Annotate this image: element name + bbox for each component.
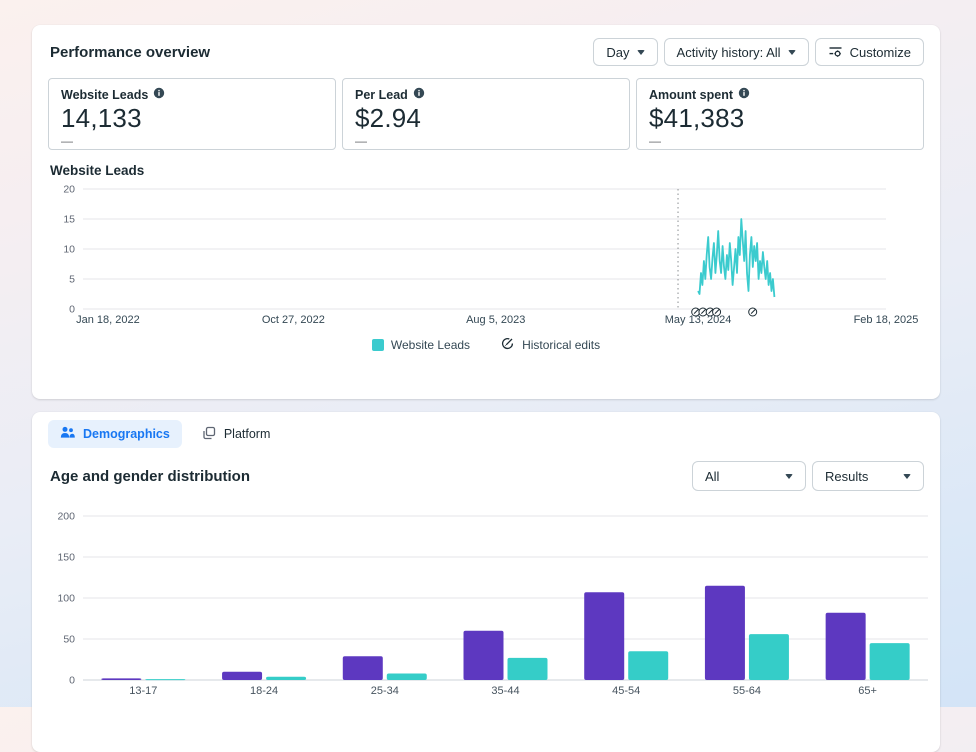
- metric-label: Amount spent: [649, 88, 733, 102]
- y-tick-label: 50: [63, 634, 75, 646]
- line-chart-svg: 0 5 10 15 20 Jan 18, 2022 Oct 27, 2022 Aug 5, 2…: [48, 181, 922, 327]
- metric-change: —: [61, 134, 323, 148]
- historical-edit-marker-icon[interactable]: [749, 308, 757, 316]
- x-tick-label: Aug 5, 2023: [466, 314, 525, 326]
- demographics-section-title: Age and gender distribution: [48, 468, 250, 485]
- line-chart-title: Website Leads: [48, 163, 924, 178]
- metric-card-amount-spent[interactable]: Amount spent $41,383 —: [636, 78, 924, 150]
- line-chart-legend: Website Leads Historical edits: [48, 336, 924, 354]
- x-tick-label: May 13, 2024: [665, 314, 732, 326]
- bar-55-64-purple[interactable]: [705, 586, 745, 680]
- metric-change: —: [649, 134, 911, 148]
- bar-25-34-purple[interactable]: [343, 656, 383, 680]
- y-tick-label: 150: [57, 552, 75, 564]
- demographics-filters: All Results: [692, 461, 924, 491]
- metric-filter-dropdown[interactable]: Results: [812, 461, 924, 491]
- y-tick-label: 0: [69, 304, 75, 316]
- website-leads-line-chart[interactable]: 0 5 10 15 20 Jan 18, 2022 Oct 27, 2022 Aug 5, 2…: [48, 181, 924, 332]
- breakdown-filter-label: All: [705, 469, 719, 484]
- historical-edit-icon: [500, 336, 515, 354]
- bar-35-44-purple[interactable]: [464, 631, 504, 680]
- ads-reporting-page: { "theme": { "accent_blue": "#1877f2", "…: [0, 0, 976, 707]
- metric-change: —: [355, 134, 617, 148]
- metric-card-website-leads[interactable]: Website Leads 14,133 —: [48, 78, 336, 150]
- performance-toolbar: Day Activity history: All: [593, 38, 924, 66]
- age-gender-bar-chart[interactable]: 200 150 100 50 0 13-17 18-24 25-34 35-44 45-54 55-…: [48, 491, 924, 708]
- bar-13-17-teal[interactable]: [145, 679, 185, 680]
- info-icon[interactable]: [153, 87, 165, 102]
- people-icon: [60, 426, 75, 442]
- tab-label: Platform: [224, 427, 271, 441]
- demographics-header-row: Age and gender distribution All Results: [48, 461, 924, 491]
- activity-history-dropdown[interactable]: Activity history: All: [664, 38, 809, 66]
- day-dropdown[interactable]: Day: [593, 38, 657, 66]
- bar-13-17-purple[interactable]: [101, 678, 141, 680]
- x-tick-label: Feb 18, 2025: [854, 314, 919, 326]
- chevron-down-icon: [785, 474, 793, 479]
- chevron-down-icon: [903, 474, 911, 479]
- metric-label: Website Leads: [61, 88, 148, 102]
- performance-card-title: Performance overview: [48, 44, 210, 61]
- metric-value: 14,133: [61, 103, 323, 134]
- breakdown-tabs: Demographics Platform: [48, 420, 924, 448]
- metric-card-per-lead[interactable]: Per Lead $2.94 —: [342, 78, 630, 150]
- bar-18-24-purple[interactable]: [222, 672, 262, 680]
- metrics-row: Website Leads 14,133 — Per Lead $2.94 — …: [48, 78, 924, 150]
- bar-18-24-teal[interactable]: [266, 677, 306, 680]
- bar-55-64-teal[interactable]: [749, 634, 789, 680]
- x-category-label: 18-24: [250, 685, 278, 697]
- breakdown-filter-dropdown[interactable]: All: [692, 461, 806, 491]
- x-tick-label: Jan 18, 2022: [76, 314, 140, 326]
- tab-demographics[interactable]: Demographics: [48, 420, 182, 448]
- info-icon[interactable]: [738, 87, 750, 102]
- performance-header-row: Performance overview Day Activity histor…: [48, 38, 924, 66]
- legend-label: Website Leads: [391, 338, 470, 352]
- y-tick-label: 10: [63, 244, 75, 256]
- metric-value: $41,383: [649, 103, 911, 134]
- chevron-down-icon: [637, 50, 645, 55]
- bar-35-44-teal[interactable]: [508, 658, 548, 680]
- bar-chart-svg: 200 150 100 50 0 13-17 18-24 25-34 35-44 45-54 55-…: [48, 491, 932, 703]
- bar-65+-purple[interactable]: [826, 613, 866, 680]
- day-dropdown-label: Day: [606, 45, 629, 60]
- metric-filter-label: Results: [825, 469, 868, 484]
- metric-value: $2.94: [355, 103, 617, 134]
- bar-45-54-teal[interactable]: [628, 651, 668, 680]
- y-tick-label: 100: [57, 593, 75, 605]
- x-category-label: 65+: [858, 685, 877, 697]
- layers-icon: [202, 426, 216, 443]
- customize-sliders-icon: [828, 44, 843, 61]
- chevron-down-icon: [788, 50, 796, 55]
- legend-item-website-leads[interactable]: Website Leads: [372, 338, 470, 352]
- x-tick-label: Oct 27, 2022: [262, 314, 325, 326]
- legend-label: Historical edits: [522, 338, 600, 352]
- customize-button[interactable]: Customize: [815, 38, 924, 66]
- series-color-swatch: [372, 339, 384, 351]
- demographics-card: Demographics Platform Age and gender dis…: [32, 412, 940, 752]
- tab-platform[interactable]: Platform: [190, 420, 283, 448]
- x-category-label: 25-34: [371, 685, 399, 697]
- x-category-label: 45-54: [612, 685, 640, 697]
- y-tick-label: 20: [63, 184, 75, 196]
- y-tick-label: 200: [57, 511, 75, 523]
- x-category-label: 13-17: [129, 685, 157, 697]
- activity-history-label: Activity history: All: [677, 45, 781, 60]
- bar-25-34-teal[interactable]: [387, 673, 427, 680]
- performance-overview-card: Performance overview Day Activity histor…: [32, 25, 940, 399]
- website-leads-series-line[interactable]: [698, 219, 774, 297]
- customize-button-label: Customize: [850, 45, 911, 60]
- y-tick-label: 15: [63, 214, 75, 226]
- y-tick-label: 0: [69, 675, 75, 687]
- bar-45-54-purple[interactable]: [584, 592, 624, 680]
- metric-label: Per Lead: [355, 88, 408, 102]
- bar-65+-teal[interactable]: [870, 643, 910, 680]
- info-icon[interactable]: [413, 87, 425, 102]
- x-category-label: 35-44: [491, 685, 519, 697]
- tab-label: Demographics: [83, 427, 170, 441]
- y-tick-label: 5: [69, 274, 75, 286]
- legend-item-historical-edits[interactable]: Historical edits: [500, 336, 600, 354]
- x-category-label: 55-64: [733, 685, 761, 697]
